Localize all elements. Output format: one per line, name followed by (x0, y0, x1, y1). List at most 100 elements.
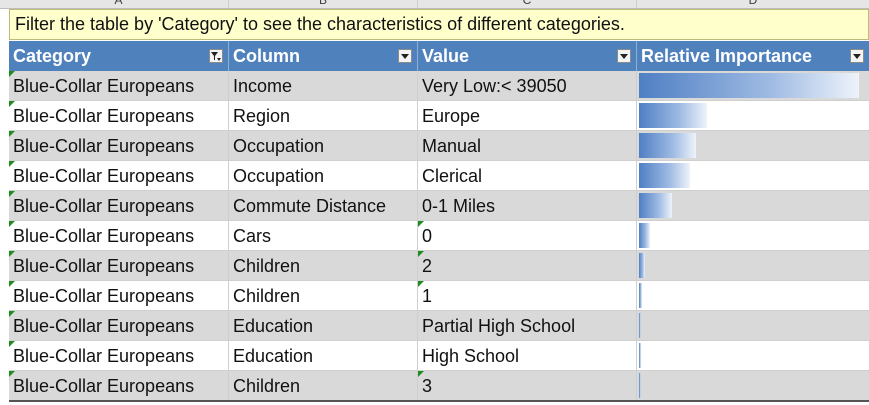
column-cell[interactable]: Education (229, 311, 418, 340)
value-cell[interactable]: 0-1 Miles (418, 191, 637, 220)
category-cell-text: Blue-Collar Europeans (13, 286, 195, 306)
column-cell[interactable]: Education (229, 341, 418, 370)
importance-data-bar (639, 163, 690, 188)
chevron-down-icon (620, 54, 628, 59)
value-cell-text: 3 (422, 376, 433, 396)
column-cell-text: Commute Distance (233, 196, 387, 216)
column-cell[interactable]: Children (229, 251, 418, 280)
relative-importance-filter-button[interactable] (850, 49, 864, 63)
category-cell-text: Blue-Collar Europeans (13, 346, 195, 366)
error-indicator-icon (9, 281, 15, 287)
category-cell[interactable]: Blue-Collar Europeans (9, 131, 229, 160)
column-cell-text: Cars (233, 226, 272, 246)
importance-cell[interactable] (637, 311, 869, 340)
column-cell[interactable]: Children (229, 281, 418, 310)
col-letter-b[interactable]: B (229, 0, 418, 8)
column-cell[interactable]: Occupation (229, 131, 418, 160)
value-cell[interactable]: 2 (418, 251, 637, 280)
header-value-label: Value (422, 46, 470, 66)
category-cell[interactable]: Blue-Collar Europeans (9, 251, 229, 280)
value-cell[interactable]: Partial High School (418, 311, 637, 340)
importance-cell[interactable] (637, 161, 869, 190)
header-category-label: Category (13, 46, 92, 66)
importance-cell[interactable] (637, 71, 869, 100)
table-row: Blue-Collar Europeans Children 1 (9, 281, 869, 311)
category-cell-text: Blue-Collar Europeans (13, 196, 195, 216)
value-cell-text: Manual (422, 136, 482, 156)
column-cell[interactable]: Commute Distance (229, 191, 418, 220)
error-indicator-icon (418, 221, 424, 227)
category-cell[interactable]: Blue-Collar Europeans (9, 371, 229, 400)
importance-data-bar (639, 133, 696, 158)
importance-cell[interactable] (637, 371, 869, 400)
value-cell[interactable]: High School (418, 341, 637, 370)
category-cell-text: Blue-Collar Europeans (13, 316, 195, 336)
column-cell-text: Children (233, 376, 301, 396)
value-cell-text: Very Low:< 39050 (422, 76, 567, 96)
category-cell[interactable]: Blue-Collar Europeans (9, 341, 229, 370)
value-filter-button[interactable] (617, 49, 631, 63)
value-cell-text: Europe (422, 106, 481, 126)
category-cell[interactable]: Blue-Collar Europeans (9, 281, 229, 310)
col-letter-a[interactable]: A (9, 0, 229, 8)
value-cell[interactable]: Very Low:< 39050 (418, 71, 637, 100)
importance-cell[interactable] (637, 281, 869, 310)
importance-data-bar (639, 373, 641, 398)
header-relative-importance-label: Relative Importance (641, 46, 813, 66)
value-cell[interactable]: Clerical (418, 161, 637, 190)
error-indicator-icon (9, 191, 15, 197)
col-letter-c[interactable]: C (418, 0, 637, 8)
column-filter-button[interactable] (398, 49, 412, 63)
category-cell-text: Blue-Collar Europeans (13, 166, 195, 186)
table-row: Blue-Collar Europeans Income Very Low:< 39… (9, 71, 869, 101)
category-filter-button[interactable] (209, 49, 223, 63)
importance-cell[interactable] (637, 101, 869, 130)
column-cell[interactable]: Occupation (229, 161, 418, 190)
importance-cell[interactable] (637, 251, 869, 280)
importance-cell[interactable] (637, 221, 869, 250)
category-cell[interactable]: Blue-Collar Europeans (9, 71, 229, 100)
value-cell[interactable]: 1 (418, 281, 637, 310)
category-cell[interactable]: Blue-Collar Europeans (9, 311, 229, 340)
category-cell-text: Blue-Collar Europeans (13, 226, 195, 246)
error-indicator-icon (9, 221, 15, 227)
importance-data-bar (639, 223, 650, 248)
column-cell-text: Education (233, 316, 314, 336)
value-cell[interactable]: 0 (418, 221, 637, 250)
column-cell[interactable]: Cars (229, 221, 418, 250)
table-row: Blue-Collar Europeans Region Europe (9, 101, 869, 131)
value-cell[interactable]: Europe (418, 101, 637, 130)
category-cell-text: Blue-Collar Europeans (13, 376, 195, 396)
col-letter-d[interactable]: D (637, 0, 869, 8)
importance-cell[interactable] (637, 191, 869, 220)
category-cell[interactable]: Blue-Collar Europeans (9, 221, 229, 250)
category-cell[interactable]: Blue-Collar Europeans (9, 161, 229, 190)
value-cell[interactable]: 3 (418, 371, 637, 400)
column-cell[interactable]: Income (229, 71, 418, 100)
chevron-down-icon (853, 54, 861, 59)
value-cell-text: High School (422, 346, 520, 366)
error-indicator-icon (9, 251, 15, 257)
table-row: Blue-Collar Europeans Children 3 (9, 371, 869, 401)
value-cell-text: 1 (422, 286, 433, 306)
error-indicator-icon (9, 311, 15, 317)
column-cell-text: Education (233, 346, 314, 366)
filter-instruction-note: Filter the table by 'Category' to see th… (9, 9, 869, 40)
value-cell-text: 0-1 Miles (422, 196, 496, 216)
category-cell[interactable]: Blue-Collar Europeans (9, 101, 229, 130)
category-cell[interactable]: Blue-Collar Europeans (9, 191, 229, 220)
column-headers: A B C D (0, 0, 869, 9)
error-indicator-icon (9, 71, 15, 77)
importance-cell[interactable] (637, 341, 869, 370)
importance-cell[interactable] (637, 131, 869, 160)
header-value: Value (418, 41, 637, 71)
error-indicator-icon (418, 281, 424, 287)
importance-data-bar (639, 73, 859, 98)
column-cell[interactable]: Children (229, 371, 418, 400)
table-row: Blue-Collar Europeans Education High Schoo… (9, 341, 869, 371)
value-cell[interactable]: Manual (418, 131, 637, 160)
table-header-row: Category Column Value Relative Importanc… (9, 41, 869, 72)
error-indicator-icon (9, 131, 15, 137)
category-cell-text: Blue-Collar Europeans (13, 76, 195, 96)
column-cell[interactable]: Region (229, 101, 418, 130)
